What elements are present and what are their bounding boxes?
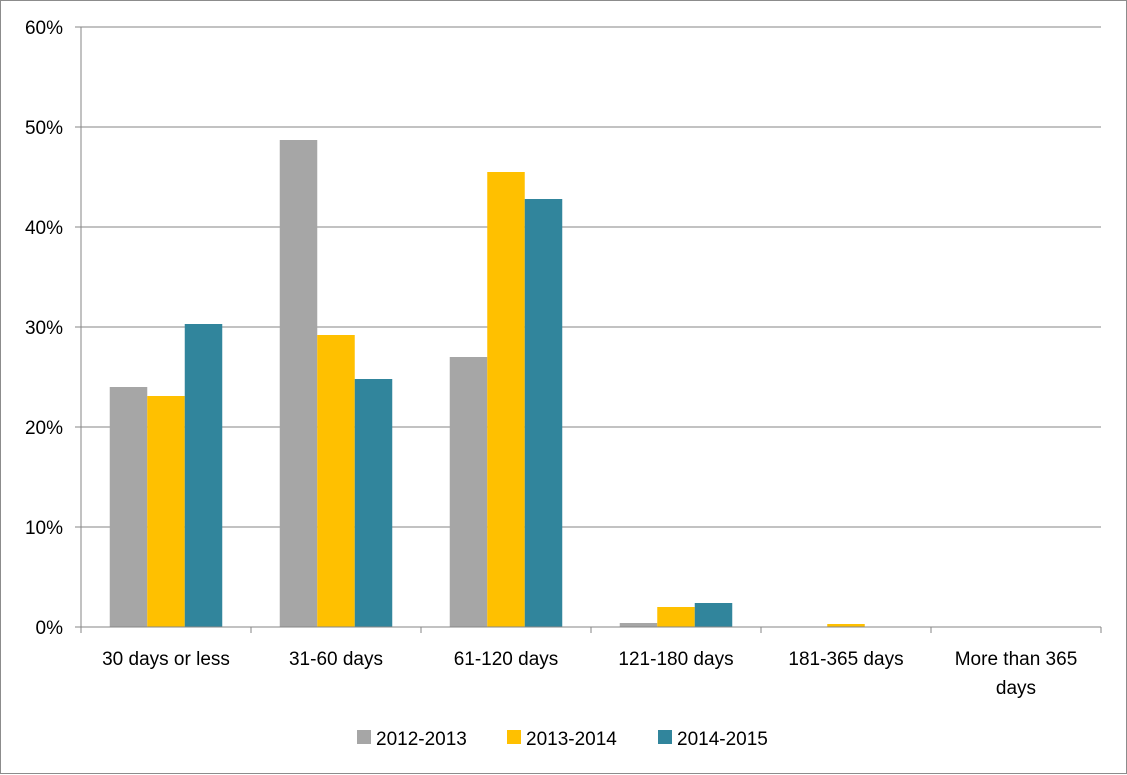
bar-2012-2013-30-days-or-less [109,387,148,627]
x-category-label: 181-365 days [788,649,903,670]
bar-2013-2014-61-120-days [487,172,525,627]
bar-2013-2014-31-60-days [317,335,355,627]
legend-swatch [658,730,672,744]
gridlines [81,26,1101,528]
legend-label: 2012-2013 [376,729,467,750]
bar-2014-2015-31-60-days [354,379,393,627]
y-tick-label: 30% [25,318,63,339]
x-category-label: days [996,678,1036,699]
bar-2013-2014-30-days-or-less [147,396,185,627]
y-tick-label: 0% [36,618,64,639]
legend-swatch [357,730,371,744]
bars [109,140,865,627]
x-category-label: 121-180 days [618,649,733,670]
x-category-label: 61-120 days [454,649,559,670]
y-tick-labels: 0% 10% 20% 30% 40% 50% 60% [25,18,63,639]
bar-2012-2013-121-180-days [619,623,658,627]
y-tick-label: 40% [25,218,63,239]
legend: 2012-2013 2013-2014 2014-2015 [357,729,768,750]
y-tick-label: 50% [25,118,63,139]
x-category-labels: 30 days or less 31-60 days 61-120 days 121-… [102,649,1077,699]
legend-label: 2013-2014 [526,729,617,750]
bar-2014-2015-61-120-days [524,199,563,627]
bar-2012-2013-61-120-days [449,357,488,627]
x-category-label: 30 days or less [102,649,230,670]
x-category-label: More than 365 [955,649,1078,670]
legend-label: 2014-2015 [677,729,768,750]
bar-2012-2013-31-60-days [279,140,318,627]
x-category-label: 31-60 days [289,649,383,670]
y-tick-label: 20% [25,418,63,439]
y-tick-label: 10% [25,518,63,539]
bar-2013-2014-181-365-days [827,624,865,627]
bar-2014-2015-121-180-days [694,603,733,627]
axes [75,26,1102,633]
y-tick-label: 60% [25,18,63,39]
bar-2014-2015-30-days-or-less [184,324,223,627]
bar-2013-2014-121-180-days [657,607,695,627]
legend-swatch [507,730,521,744]
